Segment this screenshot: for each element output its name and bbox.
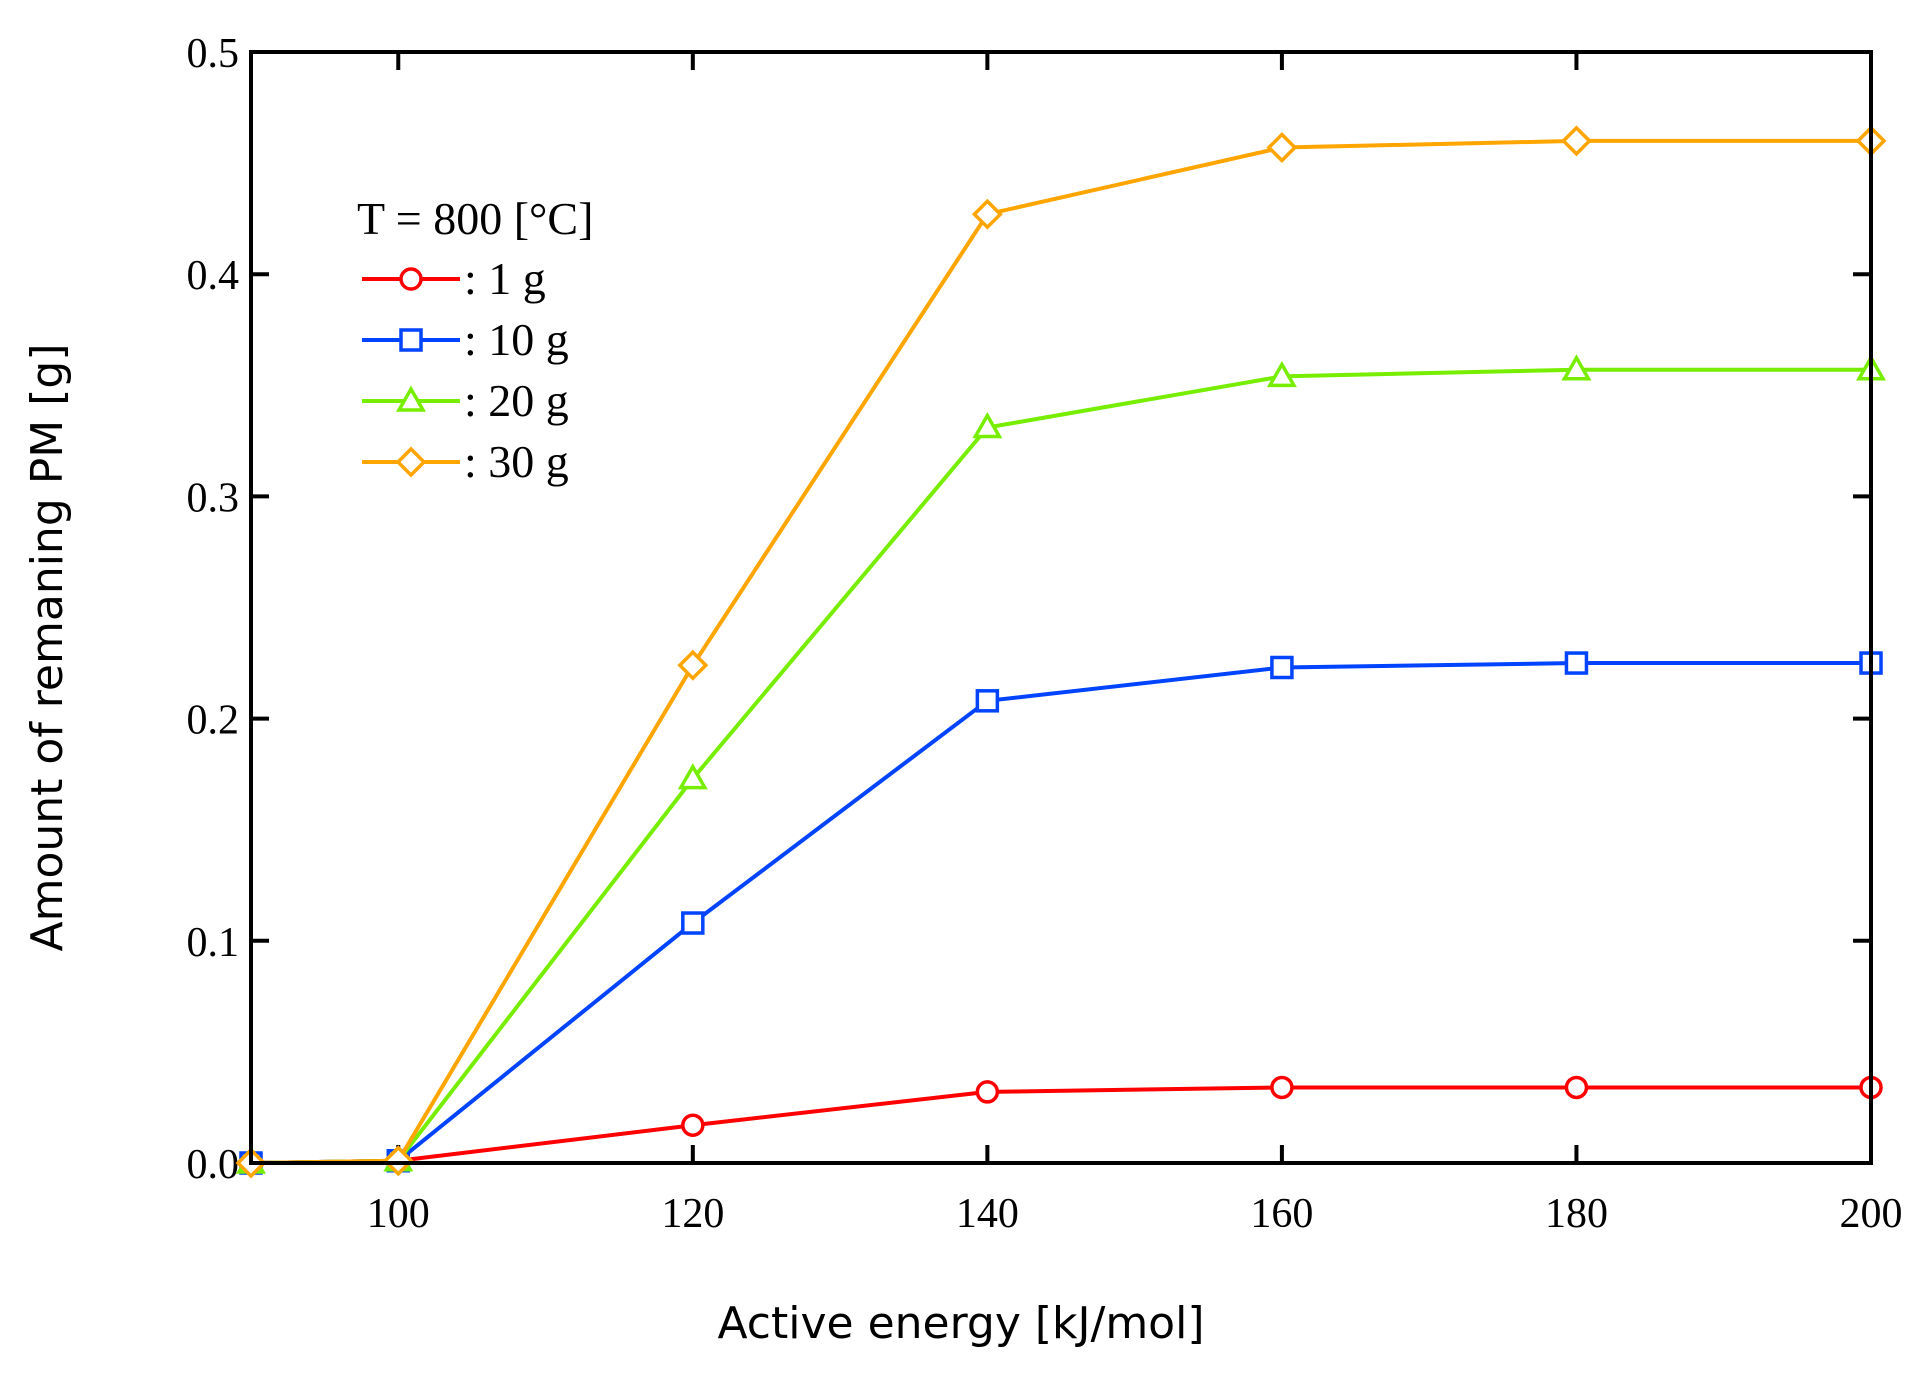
x-tick-label: 200 [1840, 1191, 1903, 1237]
y-tick-label: 0.0 [187, 1142, 240, 1188]
series-2 [239, 651, 1883, 1175]
legend-label: : 20 g [464, 375, 569, 426]
legend-entry: : 10 g [362, 314, 569, 365]
legend-entry: : 1 g [362, 253, 546, 304]
data-point [972, 411, 1003, 439]
series-4 [235, 125, 1887, 1179]
x-tick-label: 140 [956, 1191, 1019, 1237]
legend-marker [399, 328, 423, 352]
legend-marker [399, 267, 423, 291]
x-axis-title: Active energy [kJ/mol] [717, 1298, 1204, 1349]
x-tick-label: 120 [661, 1191, 724, 1237]
data-point [677, 763, 708, 790]
data-point [1270, 655, 1294, 680]
data-point [681, 1113, 705, 1137]
legend-entry: : 20 g [362, 375, 569, 426]
data-point [677, 649, 709, 681]
data-point [1561, 354, 1592, 381]
x-tick-label: 100 [367, 1191, 430, 1237]
legend-marker [395, 385, 427, 412]
legend-label: : 1 g [464, 253, 546, 304]
y-tick-label: 0.3 [187, 475, 240, 521]
data-point [971, 198, 1003, 230]
legend-label: : 30 g [464, 436, 569, 487]
y-axis-title: Amount of remaning PM [g] [22, 344, 73, 952]
legend: T = 800 [°C] : 1 g : 10 g : 20 g : 30 g [357, 193, 593, 487]
series-line [250, 1085, 1871, 1165]
data-point [1564, 1075, 1589, 1100]
data-point [1564, 651, 1589, 675]
plot-area: 100 120 140 160 180 200 0.0 0.1 0.2 0.3 0.4 0.5 [187, 31, 1903, 1237]
data-point [1560, 125, 1592, 157]
data-point [1266, 360, 1297, 388]
y-tick-label: 0.1 [187, 920, 240, 966]
legend-title: T = 800 [°C] [357, 193, 593, 244]
data-point [975, 689, 1000, 713]
y-tick-label: 0.5 [187, 31, 240, 77]
series-1 [239, 1075, 1883, 1175]
x-tick-label: 160 [1250, 1191, 1313, 1237]
series-line [250, 367, 1871, 1165]
y-tick-label: 0.2 [187, 698, 240, 744]
data-point [975, 1080, 1000, 1104]
legend-label: : 10 g [464, 314, 569, 365]
plot-frame [249, 50, 1873, 1165]
x-tick-label: 180 [1545, 1191, 1608, 1237]
data-point [382, 1145, 414, 1177]
legend-marker [395, 446, 427, 478]
y-tick-label: 0.4 [187, 253, 240, 299]
legend-entry: : 30 g [362, 436, 569, 487]
data-point [1270, 1075, 1294, 1100]
data-point [1266, 132, 1298, 164]
data-point [681, 911, 705, 935]
